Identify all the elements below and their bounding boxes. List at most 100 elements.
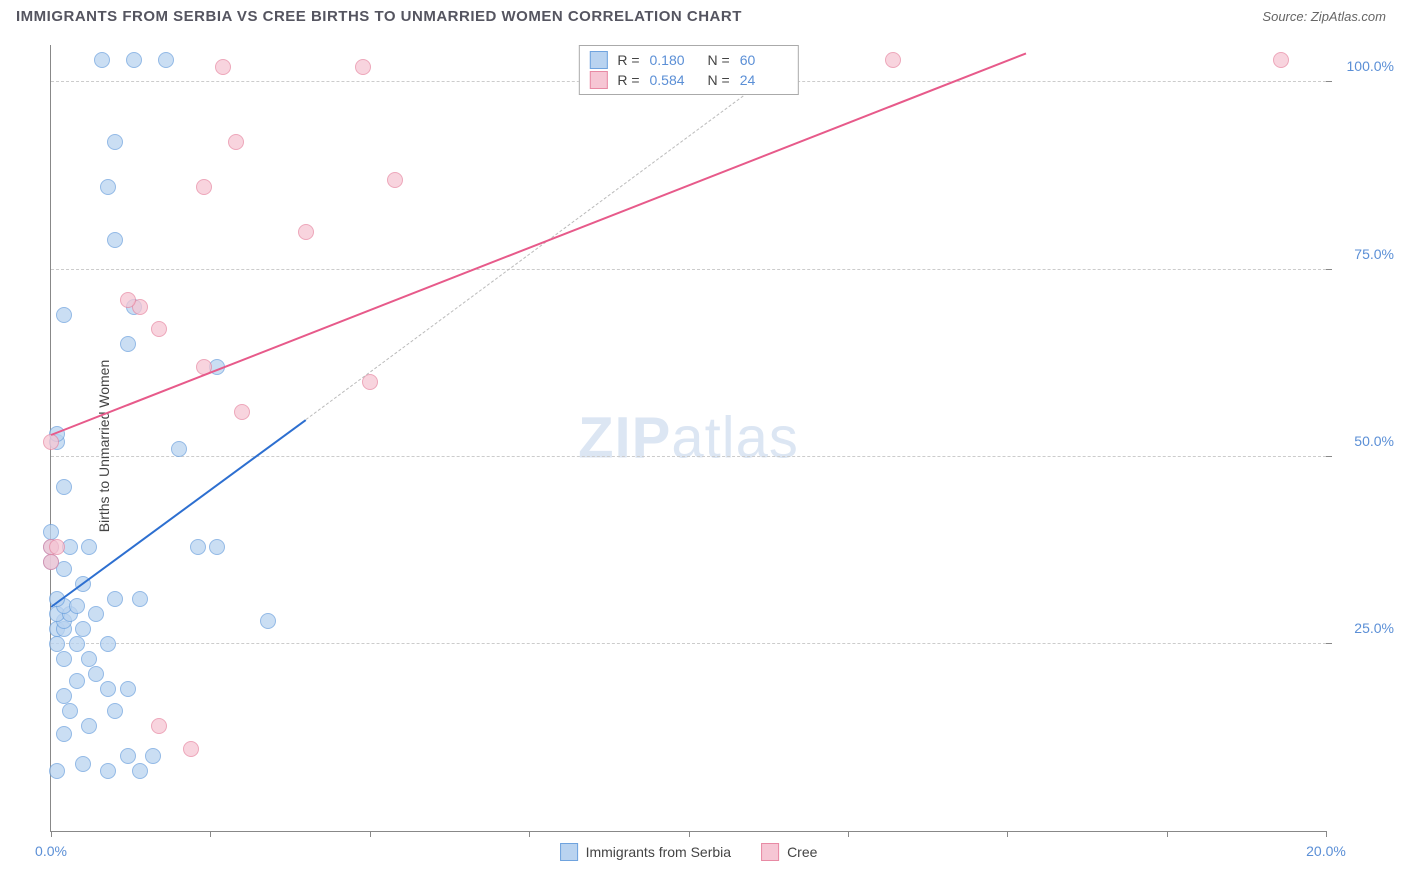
ytick-mark	[1326, 269, 1332, 270]
scatter-point-serbia	[132, 763, 148, 779]
scatter-point-cree	[234, 404, 250, 420]
xtick-mark	[1007, 831, 1008, 837]
n-value-serbia: 60	[740, 52, 788, 68]
r-value-cree: 0.584	[650, 72, 698, 88]
scatter-point-serbia	[145, 748, 161, 764]
scatter-point-serbia	[190, 539, 206, 555]
scatter-point-serbia	[107, 591, 123, 607]
legend-item-cree: Cree	[761, 843, 817, 861]
plot-area: ZIPatlas 25.0%50.0%75.0%100.0%0.0%20.0%R…	[50, 45, 1326, 832]
scatter-point-cree	[120, 292, 136, 308]
gridline-h	[51, 643, 1326, 644]
scatter-point-serbia	[120, 748, 136, 764]
ytick-mark	[1326, 81, 1332, 82]
xtick-mark	[370, 831, 371, 837]
r-value-serbia: 0.180	[650, 52, 698, 68]
scatter-point-serbia	[49, 636, 65, 652]
xtick-label: 0.0%	[35, 843, 67, 859]
scatter-point-serbia	[49, 763, 65, 779]
scatter-point-serbia	[75, 621, 91, 637]
scatter-chart: ZIPatlas 25.0%50.0%75.0%100.0%0.0%20.0%R…	[50, 45, 1326, 832]
source-attribution: Source: ZipAtlas.com	[1262, 9, 1386, 24]
scatter-point-serbia	[81, 718, 97, 734]
scatter-point-serbia	[69, 636, 85, 652]
scatter-point-cree	[49, 539, 65, 555]
scatter-point-cree	[355, 59, 371, 75]
scatter-point-cree	[183, 741, 199, 757]
scatter-point-serbia	[94, 52, 110, 68]
scatter-point-serbia	[62, 703, 78, 719]
ytick-label: 50.0%	[1334, 433, 1394, 449]
ytick-label: 100.0%	[1334, 58, 1394, 74]
xtick-label: 20.0%	[1306, 843, 1346, 859]
scatter-point-serbia	[120, 681, 136, 697]
scatter-point-serbia	[56, 651, 72, 667]
stats-row-cree: R = 0.584 N = 24	[589, 70, 787, 90]
scatter-point-serbia	[69, 673, 85, 689]
scatter-point-serbia	[56, 726, 72, 742]
trend-line-extension	[306, 75, 772, 420]
n-value-cree: 24	[740, 72, 788, 88]
scatter-point-serbia	[132, 591, 148, 607]
scatter-point-serbia	[56, 688, 72, 704]
xtick-mark	[1167, 831, 1168, 837]
scatter-point-cree	[43, 434, 59, 450]
scatter-point-serbia	[171, 441, 187, 457]
scatter-point-serbia	[107, 134, 123, 150]
stats-row-serbia: R = 0.180 N = 60	[589, 50, 787, 70]
scatter-point-cree	[387, 172, 403, 188]
scatter-point-serbia	[260, 613, 276, 629]
scatter-point-cree	[215, 59, 231, 75]
scatter-point-serbia	[75, 756, 91, 772]
scatter-point-serbia	[158, 52, 174, 68]
scatter-point-serbia	[100, 179, 116, 195]
chart-title: IMMIGRANTS FROM SERBIA VS CREE BIRTHS TO…	[16, 8, 742, 25]
gridline-h	[51, 269, 1326, 270]
ytick-label: 25.0%	[1334, 620, 1394, 636]
scatter-point-serbia	[88, 666, 104, 682]
scatter-point-serbia	[209, 539, 225, 555]
scatter-point-serbia	[56, 479, 72, 495]
xtick-mark	[51, 831, 52, 837]
legend-label-serbia: Immigrants from Serbia	[586, 844, 731, 860]
scatter-point-serbia	[88, 606, 104, 622]
legend-swatch-serbia	[560, 843, 578, 861]
scatter-point-cree	[885, 52, 901, 68]
scatter-point-serbia	[100, 636, 116, 652]
r-label: R =	[617, 72, 639, 88]
scatter-point-serbia	[100, 763, 116, 779]
scatter-point-serbia	[69, 598, 85, 614]
watermark: ZIPatlas	[578, 405, 799, 472]
r-label: R =	[617, 52, 639, 68]
scatter-point-serbia	[81, 651, 97, 667]
ytick-mark	[1326, 643, 1332, 644]
scatter-point-cree	[151, 718, 167, 734]
scatter-point-serbia	[126, 52, 142, 68]
scatter-point-cree	[196, 179, 212, 195]
trend-line	[51, 53, 1027, 437]
xtick-mark	[210, 831, 211, 837]
scatter-point-serbia	[100, 681, 116, 697]
n-label: N =	[708, 72, 730, 88]
scatter-point-serbia	[107, 703, 123, 719]
scatter-point-serbia	[107, 232, 123, 248]
legend-swatch-serbia	[589, 51, 607, 69]
xtick-mark	[1326, 831, 1327, 837]
xtick-mark	[689, 831, 690, 837]
scatter-point-serbia	[81, 539, 97, 555]
scatter-point-serbia	[120, 336, 136, 352]
scatter-point-cree	[228, 134, 244, 150]
legend-label-cree: Cree	[787, 844, 817, 860]
xtick-mark	[529, 831, 530, 837]
scatter-point-serbia	[43, 524, 59, 540]
scatter-point-serbia	[56, 307, 72, 323]
scatter-point-cree	[151, 321, 167, 337]
scatter-point-cree	[43, 554, 59, 570]
legend-swatch-cree	[589, 71, 607, 89]
gridline-h	[51, 456, 1326, 457]
legend-swatch-cree	[761, 843, 779, 861]
stats-box: R = 0.180 N = 60 R = 0.584 N = 24	[578, 45, 798, 95]
scatter-point-cree	[298, 224, 314, 240]
n-label: N =	[708, 52, 730, 68]
ytick-label: 75.0%	[1334, 246, 1394, 262]
